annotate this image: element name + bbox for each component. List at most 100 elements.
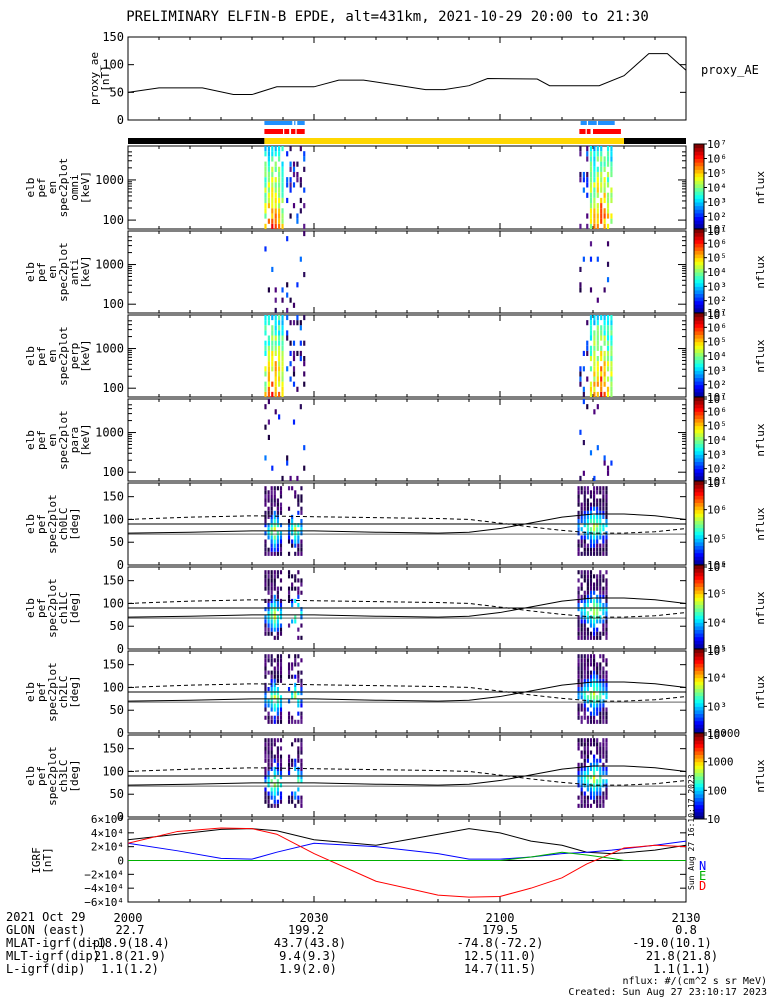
igrf-ylabel-line: IGRF [30,847,43,874]
pitch-angle-cell [270,779,273,784]
plot-title: PRELIMINARY ELFIN-B EPDE, alt=431km, 202… [126,9,649,25]
pitch-angle-cell [273,707,276,712]
spectrogram-cell [286,182,289,188]
pitch-angle-cell [599,531,602,536]
pitch-angle-cell [276,506,279,511]
pitch-angle-cell [297,678,300,683]
pa_ch0-colorbar-cell [694,541,704,546]
pitch-angle-cell [267,590,270,595]
ephem-row-label-1: GLON (east) [6,923,86,937]
proxy-ae-ylabel-line: [nT] [99,65,112,92]
spectrogram-cell [299,325,302,331]
pitch-angle-cell [605,791,608,796]
pitch-angle-cell [577,775,580,780]
pitch-angle-cell [599,719,602,724]
pitch-angle-cell [291,742,294,747]
pitch-angle-cell [605,758,608,763]
pitch-angle-cell [291,719,294,724]
pitch-angle-cell [264,750,267,755]
pitch-angle-cell [605,695,608,700]
pa_ch3-ylabel-line: spec2plot [46,746,59,806]
spectrogram-cell [271,366,274,372]
pitch-angle-cell [596,543,599,548]
pitch-angle-cell [291,795,294,800]
pitch-angle-cell [300,531,303,536]
spectrogram-cell [289,213,292,219]
pitch-angle-cell [264,691,267,696]
spectrogram-cell [610,156,613,162]
pitch-angle-cell [589,787,593,792]
pitch-angle-cell [294,615,297,620]
pitch-angle-cell [270,615,273,620]
en_anti-colorbar-cell [694,307,704,312]
spectrogram-cell [281,177,284,183]
pitch-angle-cell [264,498,267,503]
pitch-angle-cell [577,594,580,599]
pitch-angle-cell [586,795,589,800]
spectrogram-cell [267,182,270,188]
pitch-angle-cell [279,738,283,743]
spectrogram-cell [264,320,267,326]
pitch-angle-cell [264,695,267,700]
spectrogram-cell [579,146,582,152]
pitch-angle-cell [593,758,596,763]
pitch-angle-cell [267,686,270,692]
spectrogram-cell [278,356,281,362]
spectrogram-cell [264,340,267,346]
spectrogram-cell [589,356,593,362]
en_para-ylabel-line: pef [35,430,48,450]
pitch-angle-cell [294,762,297,767]
pitch-angle-cell [273,570,276,575]
pa_ch0-ylabel-line: pef [35,514,48,534]
en_para-colorbar-cell [694,457,704,462]
spectrogram-cell [267,381,270,387]
pitch-angle-cell [583,686,586,692]
pitch-angle-cell [264,518,267,524]
pitch-angle-cell [276,719,279,724]
colorbar-tick-label: 10² [707,729,727,742]
en_para-colorbar-cell [694,440,704,445]
en_perp-ylabel-line: elb [24,346,37,366]
spectrogram-cell [278,345,281,351]
spectrogram-cell [299,356,302,362]
spectrogram-cell [299,197,302,204]
en_para-cells [264,399,613,481]
pitch-angle-cell [300,691,303,696]
pitch-angle-cell [589,711,593,716]
pitch-angle-cell [583,551,586,556]
pitch-angle-cell [586,574,589,579]
en_perp-ylabel-line: [keV] [79,339,92,372]
pitch-angle-cell [602,658,605,663]
pitch-angle-cell [273,586,276,591]
pitch-angle-cell [599,527,602,532]
pitch-angle-cell [291,695,294,700]
spectrogram-cell [603,391,606,397]
spectrogram-cell [603,213,606,219]
pitch-angle-cell [605,514,608,519]
pitch-angle-cell [605,547,608,552]
spectrogram-cell [589,256,593,262]
pitch-angle-cell [589,510,593,515]
pa_ch2-cells [264,654,608,724]
pitch-angle-cell [596,594,599,599]
pitch-angle-cell [267,758,270,763]
pitch-angle-cell [593,658,596,663]
pitch-angle-cell [300,699,303,704]
pitch-angle-cell [273,715,276,720]
pitch-angle-cell [276,686,279,692]
pitch-angle-cell [577,494,580,499]
pitch-angle-cell [589,738,593,743]
pitch-angle-cell [577,623,580,628]
pitch-angle-cell [599,631,602,636]
spectrogram-cell [596,345,599,351]
pitch-angle-cell [577,715,580,720]
orbit-bar-black [624,138,686,144]
pa_ch0-ylabel-line: ch0LC [57,507,70,540]
spectrogram-cell [610,192,613,198]
igrf-legend-n: N [699,859,706,873]
spectrogram-cell [603,335,606,341]
pitch-angle-cell [273,539,276,544]
en_para-colorbar-cell [694,465,704,470]
x-tick-label: 2000 [114,911,143,925]
spectrogram-cell [593,177,596,183]
